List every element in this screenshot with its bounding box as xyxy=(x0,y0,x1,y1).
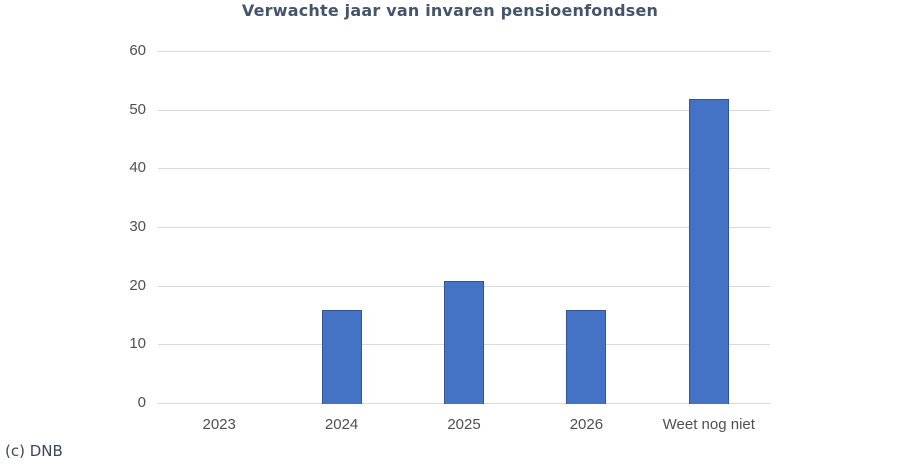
bar-2026 xyxy=(566,310,607,404)
y-tick-label-30: 30 xyxy=(129,218,146,235)
y-tick-label-60: 60 xyxy=(129,42,146,59)
x-tick-label-2026: 2026 xyxy=(569,416,604,433)
y-tick-label-40: 40 xyxy=(129,159,146,177)
gridline-30 xyxy=(158,227,770,228)
x-tick-label-2024: 2024 xyxy=(324,416,359,433)
bar-2025 xyxy=(444,280,484,404)
gridline-60 xyxy=(158,51,770,52)
y-tick-label-0: 0 xyxy=(137,394,146,411)
plot-area xyxy=(158,51,770,404)
bar-weet-nog-niet xyxy=(688,98,729,404)
copyright-label: (c) DNB xyxy=(5,442,63,460)
y-tick-label-20: 20 xyxy=(129,276,146,294)
y-tick-label-50: 50 xyxy=(129,100,146,118)
gridline-50 xyxy=(158,109,770,111)
x-axis: 2023 2024 2025 2026 Weet nog niet xyxy=(158,404,770,440)
gridline-40 xyxy=(158,168,770,170)
x-tick-label-weet-nog-niet: Weet nog niet xyxy=(662,416,755,433)
y-tick-label-10: 10 xyxy=(129,335,146,353)
chart-title: Verwachte jaar van invaren pensioenfonds… xyxy=(241,1,659,20)
x-tick-label-2023: 2023 xyxy=(202,416,236,433)
y-axis: 0 10 20 30 40 50 60 xyxy=(0,42,146,411)
bar-2024 xyxy=(321,310,362,404)
x-tick-label-2025: 2025 xyxy=(447,416,481,433)
